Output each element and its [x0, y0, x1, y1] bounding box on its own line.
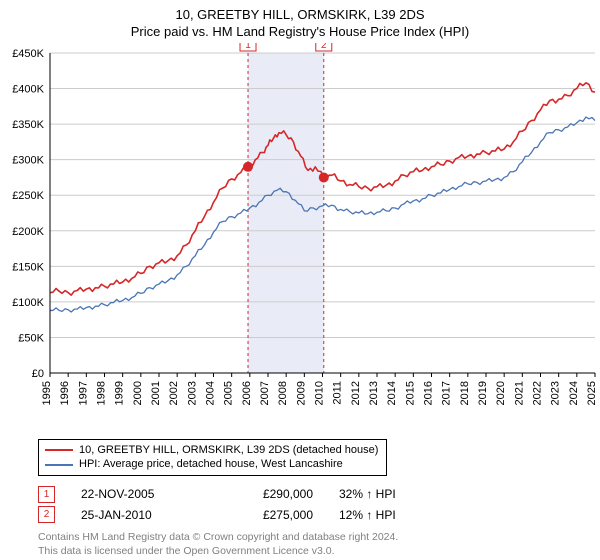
table-row: 2 25-JAN-2010 £275,000 12% ↑ HPI [38, 505, 600, 525]
svg-text:2016: 2016 [423, 381, 435, 405]
table-row: 1 22-NOV-2005 £290,000 32% ↑ HPI [38, 484, 600, 504]
svg-text:2007: 2007 [259, 381, 271, 405]
svg-text:1999: 1999 [114, 381, 126, 405]
svg-text:2025: 2025 [586, 381, 598, 405]
svg-text:2013: 2013 [368, 381, 380, 405]
transaction-badge-1: 1 [38, 486, 55, 503]
svg-text:2009: 2009 [295, 381, 307, 405]
svg-text:2014: 2014 [386, 381, 398, 405]
legend-label-subject: 10, GREETBY HILL, ORMSKIRK, L39 2DS (det… [79, 443, 378, 458]
svg-text:2006: 2006 [241, 381, 253, 405]
transaction-price-2: £275,000 [225, 505, 313, 525]
svg-text:£150K: £150K [12, 261, 44, 273]
transactions-table: 1 22-NOV-2005 £290,000 32% ↑ HPI 2 25-JA… [38, 484, 600, 525]
transaction-date-1: 22-NOV-2005 [81, 484, 199, 504]
svg-text:2024: 2024 [568, 381, 580, 405]
legend-label-hpi: HPI: Average price, detached house, West… [79, 457, 343, 472]
svg-text:2021: 2021 [513, 381, 525, 405]
svg-text:2002: 2002 [168, 381, 180, 405]
legend-swatch-subject [45, 449, 73, 451]
svg-text:2: 2 [321, 43, 327, 51]
attribution-line-2: This data is licensed under the Open Gov… [38, 545, 600, 559]
transaction-diff-2: 12% ↑ HPI [339, 505, 429, 525]
svg-text:£450K: £450K [12, 48, 44, 60]
svg-text:£200K: £200K [12, 225, 44, 237]
svg-text:£50K: £50K [18, 332, 44, 344]
svg-text:2012: 2012 [350, 381, 362, 405]
svg-text:2015: 2015 [404, 381, 416, 405]
svg-text:2000: 2000 [132, 381, 144, 405]
svg-text:1995: 1995 [41, 381, 53, 405]
svg-text:2004: 2004 [205, 381, 217, 405]
svg-text:2019: 2019 [477, 381, 489, 405]
svg-text:£300K: £300K [12, 154, 44, 166]
svg-text:1: 1 [245, 43, 251, 51]
attribution: Contains HM Land Registry data © Crown c… [38, 531, 600, 558]
chart-area: £0 £50K £100K £150K £200K £250K £300K £350K £400… [0, 43, 600, 433]
attribution-line-1: Contains HM Land Registry data © Crown c… [38, 531, 600, 545]
transaction-diff-1: 32% ↑ HPI [339, 484, 429, 504]
svg-text:2020: 2020 [495, 381, 507, 405]
transaction-badge-2: 2 [38, 506, 55, 523]
svg-text:£350K: £350K [12, 119, 44, 131]
svg-text:2003: 2003 [186, 381, 198, 405]
legend-swatch-hpi [45, 464, 73, 466]
svg-text:2011: 2011 [332, 381, 344, 405]
legend-item-subject: 10, GREETBY HILL, ORMSKIRK, L39 2DS (det… [45, 443, 378, 458]
price-chart-svg: £0 £50K £100K £150K £200K £250K £300K £350K £400… [0, 43, 600, 433]
transaction-price-1: £290,000 [225, 484, 313, 504]
legend: 10, GREETBY HILL, ORMSKIRK, L39 2DS (det… [38, 439, 387, 477]
svg-text:2008: 2008 [277, 381, 289, 405]
svg-text:2001: 2001 [150, 381, 162, 405]
svg-text:2018: 2018 [459, 381, 471, 405]
legend-item-hpi: HPI: Average price, detached house, West… [45, 457, 378, 472]
svg-text:£400K: £400K [12, 83, 44, 95]
svg-text:1998: 1998 [96, 381, 108, 405]
transaction-date-2: 25-JAN-2010 [81, 505, 199, 525]
svg-text:1996: 1996 [59, 381, 71, 405]
svg-text:2017: 2017 [441, 381, 453, 405]
svg-text:£100K: £100K [12, 296, 44, 308]
svg-text:2010: 2010 [314, 381, 326, 405]
chart-title: 10, GREETBY HILL, ORMSKIRK, L39 2DS [0, 0, 600, 24]
svg-text:1997: 1997 [77, 381, 89, 405]
svg-text:£0: £0 [32, 368, 44, 380]
chart-subtitle: Price paid vs. HM Land Registry's House … [0, 24, 600, 43]
svg-text:2023: 2023 [550, 381, 562, 405]
svg-text:2005: 2005 [223, 381, 235, 405]
svg-text:£250K: £250K [12, 190, 44, 202]
svg-text:2022: 2022 [532, 381, 544, 405]
